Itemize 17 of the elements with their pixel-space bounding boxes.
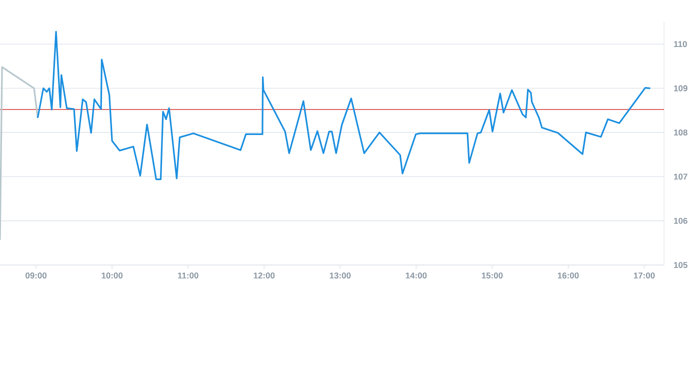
x-tick-label: 15:00 (482, 272, 503, 279)
x-tick-label: 12:00 (254, 272, 275, 279)
x-tick-label: 13:00 (330, 272, 351, 279)
y-tick-label: 105 (674, 262, 688, 268)
y-tick-label: 106 (674, 218, 688, 224)
x-tick-label: 17:00 (634, 272, 655, 279)
x-tick-label: 10:00 (102, 272, 123, 279)
x-tick-label: 11:00 (178, 272, 198, 279)
line-series (0, 66, 39, 241)
line-series (36, 30, 652, 180)
x-tick-label: 16:00 (558, 272, 579, 279)
x-tick-label: 09:00 (26, 272, 47, 279)
y-tick-label: 107 (674, 174, 688, 180)
y-tick-label: 108 (674, 129, 688, 136)
x-tick-label: 14:00 (406, 272, 427, 279)
y-tick-label: 109 (674, 85, 688, 92)
y-tick-label: 110 (674, 41, 687, 48)
